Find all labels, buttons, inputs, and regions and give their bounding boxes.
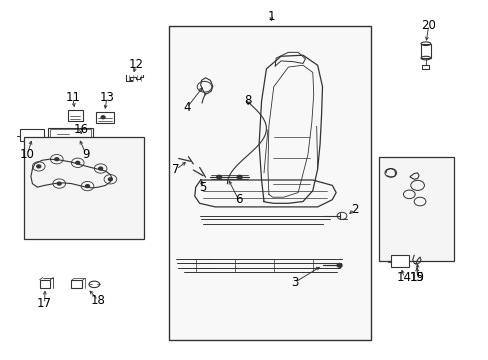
Text: 6: 6 (234, 193, 242, 206)
Text: 17: 17 (37, 297, 52, 310)
Text: 19: 19 (409, 271, 424, 284)
Text: 2: 2 (350, 203, 358, 216)
Circle shape (55, 158, 59, 161)
Text: 8: 8 (244, 94, 252, 107)
Bar (420, 44, 430, 58)
Bar (422, 65, 428, 69)
Text: 16: 16 (74, 123, 88, 136)
Bar (50, 129, 91, 140)
Circle shape (216, 175, 221, 179)
Bar (168, 26, 370, 339)
Text: 18: 18 (91, 294, 105, 307)
Circle shape (85, 185, 89, 188)
Circle shape (57, 182, 61, 185)
Circle shape (336, 264, 341, 267)
Circle shape (76, 161, 80, 164)
Text: 1: 1 (267, 10, 275, 23)
Bar (68, 110, 82, 121)
Text: 11: 11 (65, 91, 80, 104)
Circle shape (101, 116, 105, 119)
Text: 9: 9 (82, 148, 90, 161)
Bar (96, 112, 114, 123)
Text: 5: 5 (199, 181, 206, 194)
Bar (20, 129, 43, 140)
Text: 10: 10 (20, 148, 35, 161)
Text: 13: 13 (100, 91, 114, 104)
Text: 15: 15 (409, 271, 424, 284)
Text: 20: 20 (421, 19, 435, 32)
Text: 3: 3 (291, 276, 298, 289)
Bar (390, 255, 408, 267)
Circle shape (99, 167, 102, 170)
Circle shape (37, 165, 41, 168)
Circle shape (237, 175, 242, 179)
Bar (24, 137, 143, 239)
Text: 14: 14 (396, 271, 411, 284)
Bar (40, 280, 50, 288)
Text: 7: 7 (172, 163, 180, 176)
Circle shape (108, 178, 112, 181)
Bar (48, 128, 93, 141)
Text: 12: 12 (128, 58, 143, 71)
Bar (378, 157, 453, 261)
Bar (71, 280, 82, 288)
Text: 4: 4 (183, 101, 190, 114)
